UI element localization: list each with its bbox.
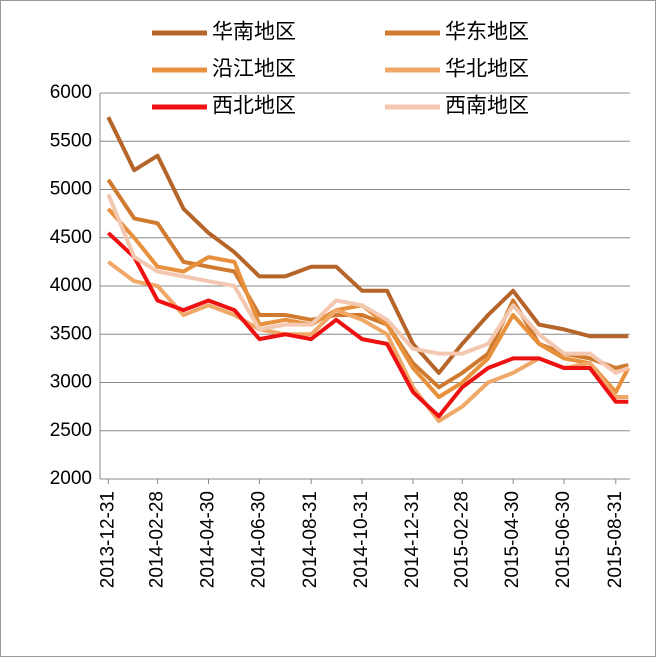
x-tick-label: 2015-02-28 [451,491,472,588]
y-tick-label: 5000 [50,179,92,200]
legend-label: 华东地区 [445,21,529,44]
x-tick-label: 2014-04-30 [198,491,219,588]
x-tick-label: 2014-06-30 [248,491,269,588]
x-tick-label: 2013-12-31 [97,491,118,588]
legend-label: 华北地区 [445,58,529,81]
x-tick-label: 2015-06-30 [553,491,574,588]
x-tick-label: 2015-08-31 [605,491,626,588]
x-tick-label: 2014-02-28 [147,491,168,588]
legend-label: 西南地区 [445,95,529,118]
series-line [106,116,629,375]
series-line [106,231,629,419]
y-tick-label: 5500 [50,130,92,151]
x-tick-label: 2014-10-31 [351,491,372,588]
y-tick-label: 4500 [50,227,92,248]
legend-label: 西北地区 [212,95,296,118]
x-tick-label: 2014-12-31 [402,491,423,588]
legend-label: 沿江地区 [212,58,296,81]
series-line [106,207,631,399]
y-tick-label: 3000 [50,372,92,393]
y-tick-label: 6000 [50,82,92,103]
series-line [106,193,630,375]
y-tick-label: 3500 [50,323,92,344]
x-tick-label: 2014-08-31 [300,491,321,588]
legend-label: 华南地区 [212,21,296,44]
y-tick-label: 2000 [50,468,92,489]
x-tick-label: 2015-04-30 [502,491,523,588]
y-tick-label: 2500 [50,420,92,441]
y-tick-label: 4000 [50,275,92,296]
